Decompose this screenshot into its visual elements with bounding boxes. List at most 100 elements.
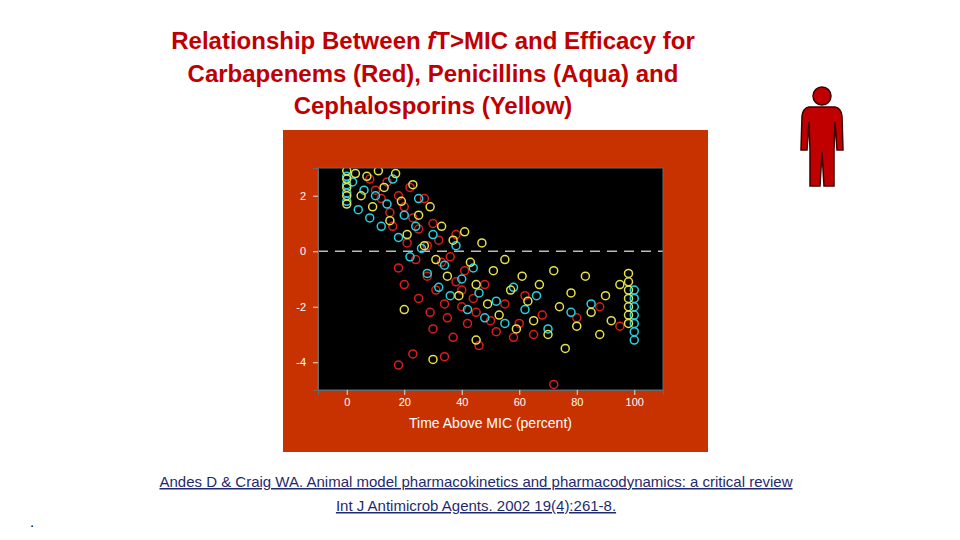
point — [538, 311, 546, 319]
point — [395, 264, 403, 272]
point — [380, 183, 388, 191]
tick-mark — [519, 390, 520, 395]
point — [420, 242, 428, 250]
point — [530, 317, 538, 325]
point — [607, 317, 615, 325]
x-axis: 020406080100 — [319, 390, 664, 408]
tick: 80 — [571, 390, 583, 408]
point — [495, 311, 503, 319]
human-icon — [801, 87, 843, 186]
point — [343, 175, 351, 183]
tick-label: 0 — [344, 396, 350, 408]
title-word: for — [656, 27, 695, 54]
point — [464, 306, 472, 314]
point — [475, 289, 483, 297]
point — [567, 289, 575, 297]
point — [478, 239, 486, 247]
point — [550, 380, 558, 388]
point — [466, 258, 474, 266]
point — [400, 211, 408, 219]
point — [400, 306, 408, 314]
tick-label: -4 — [296, 356, 306, 368]
x-axis-title: Time Above MIC (percent) — [409, 415, 572, 431]
point — [343, 183, 351, 191]
tick: 2 — [300, 190, 318, 202]
point — [429, 231, 437, 239]
title-word: Relationship — [171, 27, 315, 54]
point — [435, 283, 443, 291]
point — [403, 239, 411, 247]
point — [343, 192, 351, 200]
tick-mark — [462, 390, 463, 395]
title-word: and — [629, 60, 678, 87]
point — [351, 170, 359, 178]
title-word: Between — [315, 27, 420, 54]
point — [533, 292, 541, 300]
tick-mark — [347, 390, 348, 395]
title-word: Cephalosporins — [294, 92, 475, 119]
point — [489, 267, 497, 275]
tick-label: 40 — [456, 396, 468, 408]
point — [616, 322, 624, 330]
point — [501, 300, 509, 308]
tick: 100 — [626, 390, 644, 408]
point — [446, 253, 454, 261]
tick: -2 — [296, 301, 318, 313]
slide: Relationship Between fT>MIC and Efficacy… — [0, 0, 960, 540]
title-word: (Red), — [346, 60, 421, 87]
point — [461, 267, 469, 275]
point — [409, 181, 417, 189]
point — [458, 275, 466, 283]
point — [438, 222, 446, 230]
point — [596, 303, 604, 311]
title-line: Cephalosporins (Yellow) — [294, 92, 573, 119]
icon-head — [813, 87, 831, 105]
point — [561, 344, 569, 352]
tick-label: -2 — [296, 301, 306, 313]
point — [550, 267, 558, 275]
point — [403, 231, 411, 239]
tick-mark — [577, 390, 578, 395]
point — [573, 322, 581, 330]
tick: 0 — [300, 245, 318, 257]
point — [386, 217, 394, 225]
point — [443, 314, 451, 322]
tick-mark — [313, 362, 318, 363]
tick: 60 — [514, 390, 526, 408]
point — [472, 281, 480, 289]
point — [521, 306, 529, 314]
point — [426, 203, 434, 211]
point — [501, 256, 509, 264]
point — [524, 297, 532, 305]
point — [441, 300, 449, 308]
series — [343, 168, 633, 363]
point — [492, 297, 500, 305]
point — [464, 319, 472, 327]
title-word: (Aqua) — [546, 60, 629, 87]
point — [426, 308, 434, 316]
title-word: and — [508, 27, 557, 54]
icon-body — [801, 107, 843, 186]
series — [366, 175, 624, 388]
point — [510, 333, 518, 341]
point — [372, 192, 380, 200]
title-word: Penicillins — [421, 60, 546, 87]
point — [587, 308, 595, 316]
series — [343, 172, 639, 344]
point — [423, 269, 431, 277]
point — [616, 281, 624, 289]
point — [415, 294, 423, 302]
point — [392, 170, 400, 178]
point — [429, 220, 437, 228]
point — [484, 300, 492, 308]
tick-mark — [313, 307, 318, 308]
point — [530, 331, 538, 339]
point — [343, 200, 351, 208]
plot-frame — [318, 168, 663, 390]
tick: 0 — [344, 390, 350, 408]
point — [512, 325, 520, 333]
tick-label: 60 — [514, 396, 526, 408]
point — [363, 172, 371, 180]
point — [625, 319, 633, 327]
point — [354, 206, 362, 214]
